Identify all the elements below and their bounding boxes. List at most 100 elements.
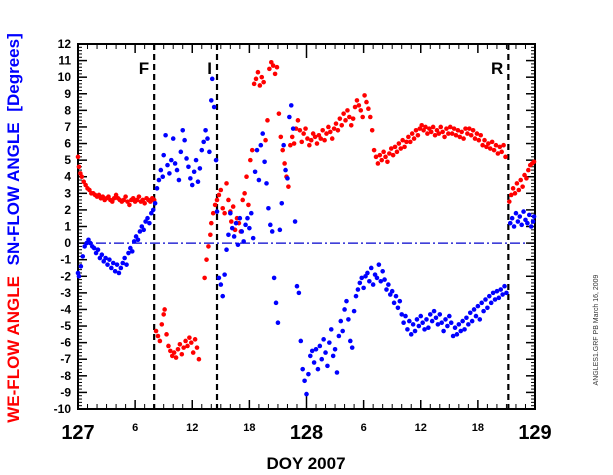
data-point	[383, 154, 388, 160]
data-point	[328, 327, 334, 332]
data-point	[457, 134, 463, 140]
data-point	[202, 275, 207, 281]
data-point	[247, 225, 252, 231]
data-point	[396, 141, 402, 146]
data-point	[410, 322, 416, 327]
data-point	[220, 205, 226, 211]
data-point	[458, 328, 464, 334]
data-point	[188, 340, 194, 345]
data-point	[441, 328, 446, 334]
data-point	[244, 174, 249, 180]
data-point	[109, 265, 114, 271]
data-point	[356, 103, 362, 108]
data-point	[291, 141, 297, 146]
data-point	[402, 144, 407, 150]
data-point	[178, 149, 184, 155]
data-point	[368, 265, 374, 271]
data-point	[503, 154, 508, 160]
x-minor-tick-label: 18	[243, 422, 255, 434]
data-point	[391, 300, 397, 306]
data-point	[322, 137, 327, 143]
x-minor-tick-label: 6	[132, 422, 138, 434]
data-point	[511, 224, 517, 229]
data-point	[463, 126, 468, 131]
data-point	[403, 313, 408, 319]
y-tick-label: 4	[64, 170, 71, 184]
data-point	[416, 323, 422, 329]
data-point	[496, 295, 502, 301]
data-point	[315, 366, 321, 372]
y-tick-label: -5	[60, 319, 71, 333]
data-point	[376, 262, 382, 267]
data-point	[216, 192, 222, 198]
data-point	[282, 161, 287, 166]
data-point	[335, 127, 341, 133]
data-point	[350, 116, 356, 121]
data-point	[164, 332, 169, 337]
data-point	[407, 318, 412, 324]
data-point	[226, 232, 231, 238]
data-point	[378, 278, 384, 284]
data-point	[329, 136, 335, 141]
data-point	[512, 191, 518, 196]
data-point	[353, 293, 359, 299]
data-point	[352, 104, 358, 110]
data-point	[419, 122, 425, 128]
x-axis-ticks	[77, 44, 536, 409]
data-point	[110, 260, 116, 266]
data-point	[462, 327, 467, 332]
data-point	[481, 308, 486, 314]
data-point	[448, 320, 454, 326]
data-point	[203, 127, 208, 133]
data-point	[142, 200, 147, 206]
data-point	[131, 239, 137, 244]
data-point	[243, 222, 248, 228]
data-point	[126, 250, 131, 256]
y-tick-label: -3	[60, 286, 71, 300]
data-point	[531, 214, 537, 219]
data-point	[413, 127, 419, 133]
data-point	[347, 114, 352, 120]
data-point	[499, 149, 504, 155]
data-point	[214, 197, 220, 203]
data-point	[75, 154, 81, 160]
marker-label: I	[207, 59, 212, 78]
data-point	[470, 127, 476, 133]
data-point	[432, 132, 438, 138]
data-point	[324, 131, 329, 136]
data-point	[430, 124, 436, 130]
data-point	[482, 137, 487, 143]
data-point	[195, 179, 201, 185]
data-point	[95, 247, 101, 253]
data-point	[388, 146, 394, 151]
data-point	[474, 131, 480, 136]
data-point	[473, 313, 479, 319]
data-point	[526, 167, 531, 173]
data-point	[273, 300, 279, 306]
data-point	[233, 220, 239, 226]
data-point	[485, 305, 490, 311]
data-point	[428, 129, 434, 135]
y-tick-label: 11	[58, 54, 71, 68]
y-tick-label: 10	[58, 70, 72, 84]
data-point	[317, 343, 323, 349]
data-point	[103, 255, 108, 261]
data-point	[331, 126, 337, 131]
data-point	[461, 136, 466, 141]
x-major-tick-label: 127	[61, 422, 94, 444]
data-point	[492, 297, 498, 302]
data-point	[307, 142, 312, 148]
data-point	[330, 353, 336, 359]
data-point	[180, 127, 186, 133]
data-point	[345, 108, 350, 113]
data-point	[150, 207, 156, 213]
data-point	[235, 242, 241, 248]
data-point	[177, 341, 183, 347]
y-tick-label: -2	[60, 269, 71, 283]
data-point	[208, 220, 214, 226]
data-point	[500, 292, 505, 297]
data-point	[475, 303, 481, 309]
data-point	[78, 264, 84, 269]
data-point	[439, 320, 444, 326]
data-point	[105, 262, 110, 267]
